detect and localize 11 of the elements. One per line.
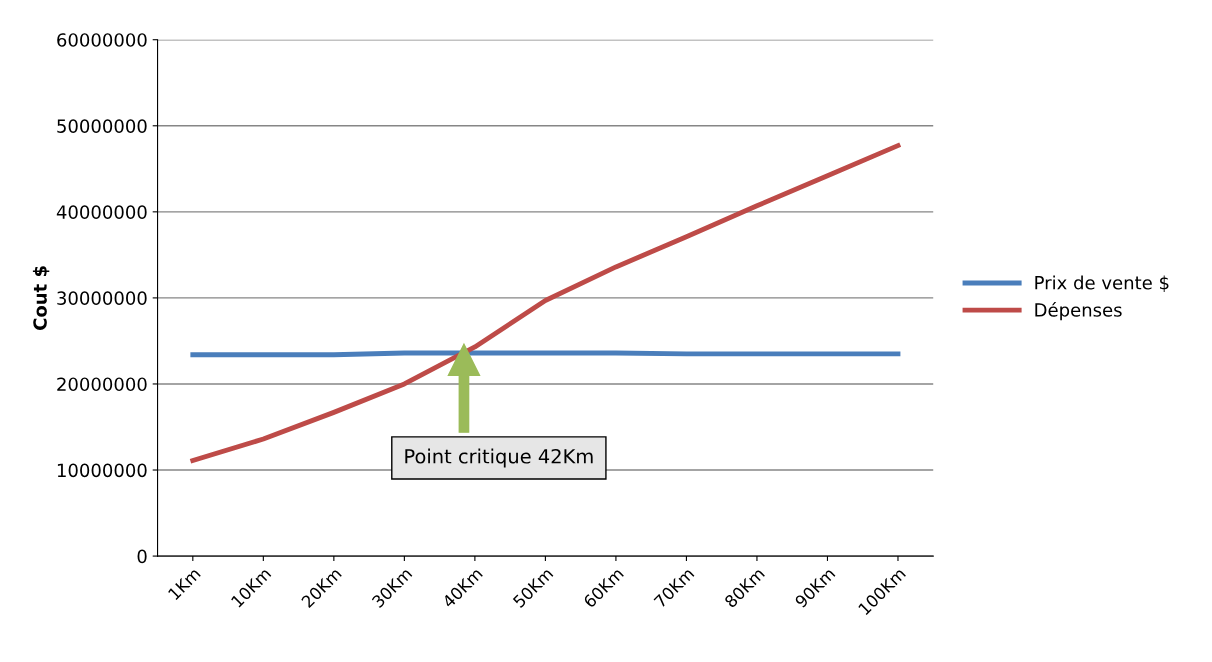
- legend-label: Prix de vente $: [1035, 275, 1169, 292]
- y-axis-title: Cout $: [32, 266, 50, 330]
- legend-label: Dépenses: [1035, 302, 1122, 321]
- y-tick-label: 20000000: [57, 377, 147, 392]
- y-tick-label: 0: [137, 549, 147, 564]
- annotation: Point critique 42Km: [405, 448, 593, 468]
- y-tick-label: 40000000: [56, 205, 147, 219]
- y-tick-label: 30000000: [57, 291, 147, 306]
- y-tick-label: 10000000: [57, 463, 147, 478]
- y-tick-label: 50000000: [57, 119, 147, 133]
- y-tick-label: 60000000: [57, 33, 147, 47]
